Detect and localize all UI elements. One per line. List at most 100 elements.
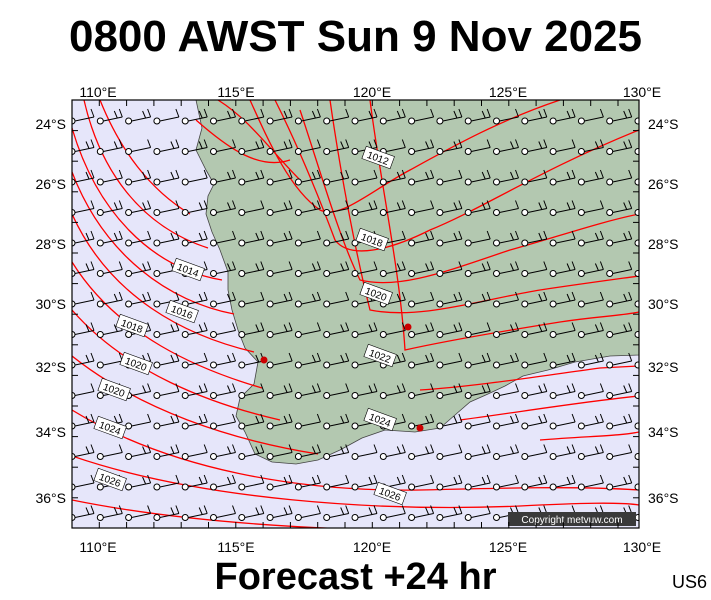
- lat-label-left: 32°S: [35, 359, 66, 375]
- wind-barb: [606, 108, 633, 125]
- wind-barb: [96, 230, 123, 247]
- wind-barb: [181, 139, 208, 155]
- wind-barb: [210, 230, 236, 247]
- wind-barb: [521, 169, 548, 186]
- lon-label-bottom: 125°E: [489, 539, 527, 555]
- wind-barb: [266, 474, 293, 491]
- wind-barb: [266, 505, 293, 521]
- wind-barb: [436, 139, 463, 155]
- wind-barb: [521, 108, 548, 125]
- wind-barb: [634, 300, 639, 308]
- wind-barb: [266, 444, 293, 460]
- wind-barb: [379, 505, 406, 521]
- wind-barb: [153, 200, 180, 216]
- wind-barb: [379, 322, 406, 338]
- wind-barb: [577, 383, 604, 399]
- wind-barb: [72, 413, 95, 430]
- wind-barb: [238, 200, 265, 216]
- wind-barb: [181, 322, 208, 338]
- wind-barb: [210, 474, 236, 491]
- wind-barb: [153, 474, 180, 491]
- wind-barb: [493, 230, 519, 247]
- lat-label-left: 36°S: [35, 490, 66, 506]
- wind-barb: [464, 108, 491, 125]
- wind-barb: [266, 383, 293, 399]
- wind-barb: [125, 505, 152, 521]
- wind-barb: [153, 230, 180, 247]
- wind-barb: [437, 536, 462, 551]
- wind-barb: [577, 169, 604, 186]
- wind-barb: [294, 505, 321, 521]
- wind-barb: [72, 383, 95, 399]
- wind-barb: [294, 169, 321, 186]
- wind-barb: [266, 200, 293, 216]
- wind-barb: [436, 352, 463, 369]
- wind-barb: [96, 291, 123, 308]
- wind-barb: [606, 139, 633, 155]
- wind-barb: [323, 261, 350, 277]
- wind-barb: [96, 139, 123, 155]
- wind-barb: [266, 139, 293, 155]
- wind-barb: [634, 270, 639, 277]
- wind-barb: [238, 505, 265, 521]
- wind-barb: [634, 453, 639, 460]
- wind-barb: [323, 108, 350, 125]
- wind-barb: [238, 261, 265, 277]
- wind-barb: [323, 444, 350, 460]
- wind-barb: [266, 108, 293, 125]
- wind-barb: [577, 108, 604, 125]
- wind-barb: [606, 474, 633, 491]
- wind-barb: [125, 108, 152, 125]
- wind-barb: [72, 444, 95, 460]
- wind-barb: [634, 331, 639, 338]
- wind-barb: [549, 230, 576, 247]
- wind-barb: [493, 322, 519, 338]
- lon-label-bottom: 120°E: [353, 539, 391, 555]
- lat-label-right: 26°S: [648, 176, 679, 192]
- wind-barb: [464, 352, 491, 369]
- wind-barb: [493, 139, 519, 155]
- wind-barb: [577, 444, 604, 460]
- wind-barbs: [72, 108, 639, 551]
- wind-barb: [606, 230, 633, 247]
- wind-barb: [125, 230, 152, 247]
- wind-barb: [323, 413, 350, 430]
- lat-label-right: 34°S: [648, 424, 679, 440]
- wind-barb: [409, 536, 434, 551]
- wind-barb: [153, 413, 180, 430]
- wind-barb: [436, 261, 463, 277]
- wind-barb: [294, 444, 321, 460]
- wind-barb: [521, 200, 548, 216]
- wind-barb: [267, 536, 292, 551]
- wind-barb: [125, 291, 152, 308]
- wind-barb: [634, 178, 639, 186]
- copyright-box: Copyright metvuw.com: [508, 512, 636, 526]
- wind-barb: [96, 108, 123, 125]
- wind-barb: [436, 444, 463, 460]
- wind-barb: [493, 291, 519, 308]
- map-code: US6: [671, 572, 707, 592]
- wind-barb: [549, 322, 576, 338]
- wind-barb: [238, 383, 265, 399]
- wind-barb: [577, 139, 604, 155]
- wind-barb: [238, 108, 265, 125]
- wind-barb: [408, 322, 435, 338]
- wind-barb: [238, 352, 265, 369]
- wind-barb: [72, 200, 95, 216]
- wind-barb: [549, 383, 576, 399]
- wind-barb: [323, 383, 350, 399]
- wind-barb: [126, 536, 151, 551]
- lon-labels-top: 110°E 115°E 120°E 125°E 130°E: [79, 84, 661, 100]
- wind-barb: [294, 352, 321, 369]
- wind-barb: [181, 230, 208, 247]
- wind-barb: [549, 413, 576, 430]
- wind-barb: [323, 474, 350, 491]
- wind-barb: [464, 444, 491, 460]
- wind-barb: [181, 413, 208, 430]
- wind-barb: [464, 322, 491, 338]
- wind-barb: [294, 474, 321, 491]
- wind-barb: [436, 108, 463, 125]
- wind-barb: [72, 169, 95, 186]
- lon-labels-bottom: 110°E 115°E 120°E 125°E 130°E: [79, 539, 661, 555]
- lon-label-top: 120°E: [353, 84, 391, 100]
